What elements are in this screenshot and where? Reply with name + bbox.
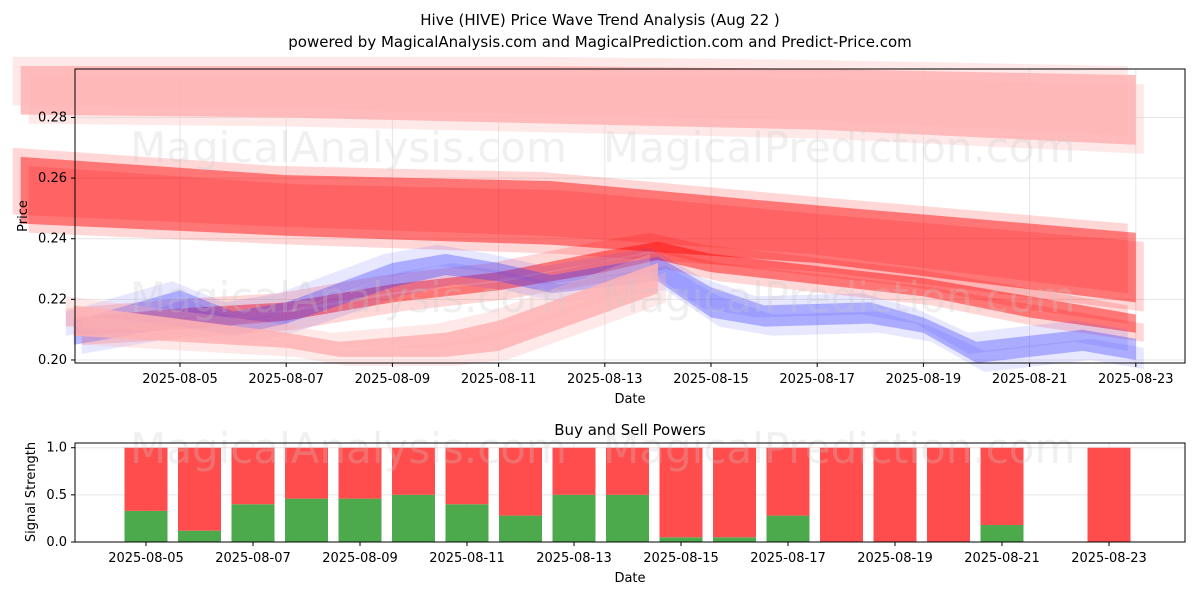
- price-x-tick-label: 2025-08-07: [248, 372, 324, 387]
- price-y-tick-label: 0.24: [38, 232, 67, 247]
- price-x-tick-label: 2025-08-11: [461, 372, 537, 387]
- price-x-tick-label: 2025-08-05: [142, 372, 218, 387]
- price-y-tick-label: 0.22: [38, 292, 67, 307]
- sell-bar: [499, 447, 542, 516]
- chart-subtitle: powered by MagicalAnalysis.com and Magic…: [288, 33, 912, 51]
- price-x-tick-label: 2025-08-23: [1098, 372, 1174, 387]
- buy-bar: [713, 537, 756, 542]
- sell-bar: [231, 447, 275, 505]
- sell-bar: [338, 447, 382, 499]
- price-x-tick-label: 2025-08-17: [779, 372, 855, 387]
- price-x-axis-label: Date: [614, 392, 645, 407]
- sell-bar: [980, 447, 1024, 526]
- sell-bar: [445, 447, 489, 505]
- buy-bar: [338, 498, 382, 542]
- price-y-tick-label: 0.28: [38, 110, 67, 125]
- signal-x-tick-label: 2025-08-09: [322, 551, 398, 566]
- signal-chart-title: Buy and Sell Powers: [554, 421, 706, 439]
- signal-x-tick-label: 2025-08-05: [108, 551, 184, 566]
- price-band-pink: [73, 263, 658, 357]
- sell-bar: [927, 447, 970, 542]
- signal-bars: [124, 447, 1131, 542]
- signal-x-tick-label: 2025-08-15: [643, 551, 719, 566]
- price-y-tick-label: 0.20: [38, 353, 67, 368]
- price-x-tick-label: 2025-08-21: [992, 372, 1068, 387]
- sell-bar: [552, 447, 596, 495]
- sell-bar: [178, 447, 221, 531]
- sell-bar: [124, 447, 168, 511]
- price-plot-frame: [74, 68, 1186, 364]
- sell-bar: [606, 447, 649, 495]
- watermark-analysis-mid: MagicalAnalysis.com: [130, 273, 567, 322]
- signal-watermarks: MagicalAnalysis.com MagicalPrediction.co…: [130, 424, 1076, 473]
- sell-bar: [392, 447, 435, 495]
- sell-bar: [1087, 447, 1131, 542]
- buy-bar: [552, 494, 596, 542]
- signal-x-tick-label: 2025-08-17: [750, 551, 826, 566]
- signal-x-tick-label: 2025-08-23: [1071, 551, 1147, 566]
- signal-plot-frame: [74, 442, 1186, 543]
- price-bands: [12, 56, 1144, 373]
- buy-bar: [285, 498, 328, 542]
- buy-bar: [392, 494, 435, 542]
- price-y-axis-label: Price: [16, 200, 31, 232]
- signal-chart: Buy and Sell Powers MagicalAnalysis.com …: [24, 421, 1186, 586]
- chart-title: Hive (HIVE) Price Wave Trend Analysis (A…: [420, 11, 780, 29]
- sell-bar: [285, 447, 328, 499]
- buy-bar: [766, 515, 810, 542]
- price-band-echo: [65, 232, 1128, 327]
- sell-bar: [713, 447, 756, 538]
- signal-x-ticks: 2025-08-05 2025-08-07 2025-08-09 2025-08-11…: [108, 542, 1147, 566]
- price-x-tick-label: 2025-08-09: [355, 372, 431, 387]
- price-band-blue: [73, 253, 1136, 363]
- price-y-ticks: 0.20 0.22 0.24 0.26 0.28: [38, 110, 75, 368]
- signal-y-tick-label: 1.0: [46, 441, 67, 456]
- signal-x-tick-label: 2025-08-11: [429, 551, 505, 566]
- price-watermarks: MagicalAnalysis.com MagicalPrediction.co…: [130, 123, 1076, 322]
- buy-bar: [178, 530, 221, 542]
- signal-x-tick-label: 2025-08-13: [536, 551, 612, 566]
- price-band-echo: [28, 166, 1144, 312]
- watermark-prediction-bottom: MagicalPrediction.com: [603, 424, 1076, 473]
- price-y-tick-label: 0.26: [38, 171, 67, 186]
- price-chart: MagicalAnalysis.com MagicalPrediction.co…: [12, 56, 1186, 407]
- sell-bar: [873, 447, 917, 542]
- buy-bar: [659, 537, 703, 542]
- watermark-analysis-top: MagicalAnalysis.com: [130, 123, 567, 172]
- buy-bar: [980, 525, 1024, 542]
- price-band-echo: [65, 244, 1128, 354]
- signal-x-axis-label: Date: [614, 571, 645, 586]
- signal-x-tick-label: 2025-08-19: [857, 551, 933, 566]
- signal-y-ticks: 0.0 0.5 1.0: [46, 441, 75, 550]
- sell-bar: [820, 447, 863, 542]
- buy-bar: [499, 515, 542, 542]
- watermark-analysis-bottom: MagicalAnalysis.com: [130, 424, 567, 473]
- watermark-prediction-top: MagicalPrediction.com: [603, 123, 1076, 172]
- buy-bar: [606, 494, 649, 542]
- sell-bar: [766, 447, 810, 516]
- price-x-tick-label: 2025-08-19: [886, 372, 962, 387]
- price-x-tick-label: 2025-08-13: [567, 372, 643, 387]
- signal-x-tick-label: 2025-08-07: [215, 551, 291, 566]
- price-band-pink: [20, 66, 1136, 145]
- sell-bar: [659, 447, 703, 538]
- buy-bar: [124, 510, 168, 542]
- watermark-prediction-mid: MagicalPrediction.com: [603, 273, 1076, 322]
- price-x-tick-label: 2025-08-15: [673, 372, 749, 387]
- buy-bar: [231, 504, 275, 542]
- signal-y-tick-label: 0.0: [46, 535, 67, 550]
- signal-y-tick-label: 0.5: [46, 488, 67, 503]
- signal-x-tick-label: 2025-08-21: [964, 551, 1040, 566]
- price-x-ticks: 2025-08-05 2025-08-07 2025-08-09 2025-08-11…: [142, 363, 1174, 387]
- buy-bar: [445, 504, 489, 542]
- price-band-red: [20, 156, 1136, 303]
- price-band-echo: [12, 147, 1128, 294]
- signal-y-axis-label: Signal Strength: [24, 442, 39, 542]
